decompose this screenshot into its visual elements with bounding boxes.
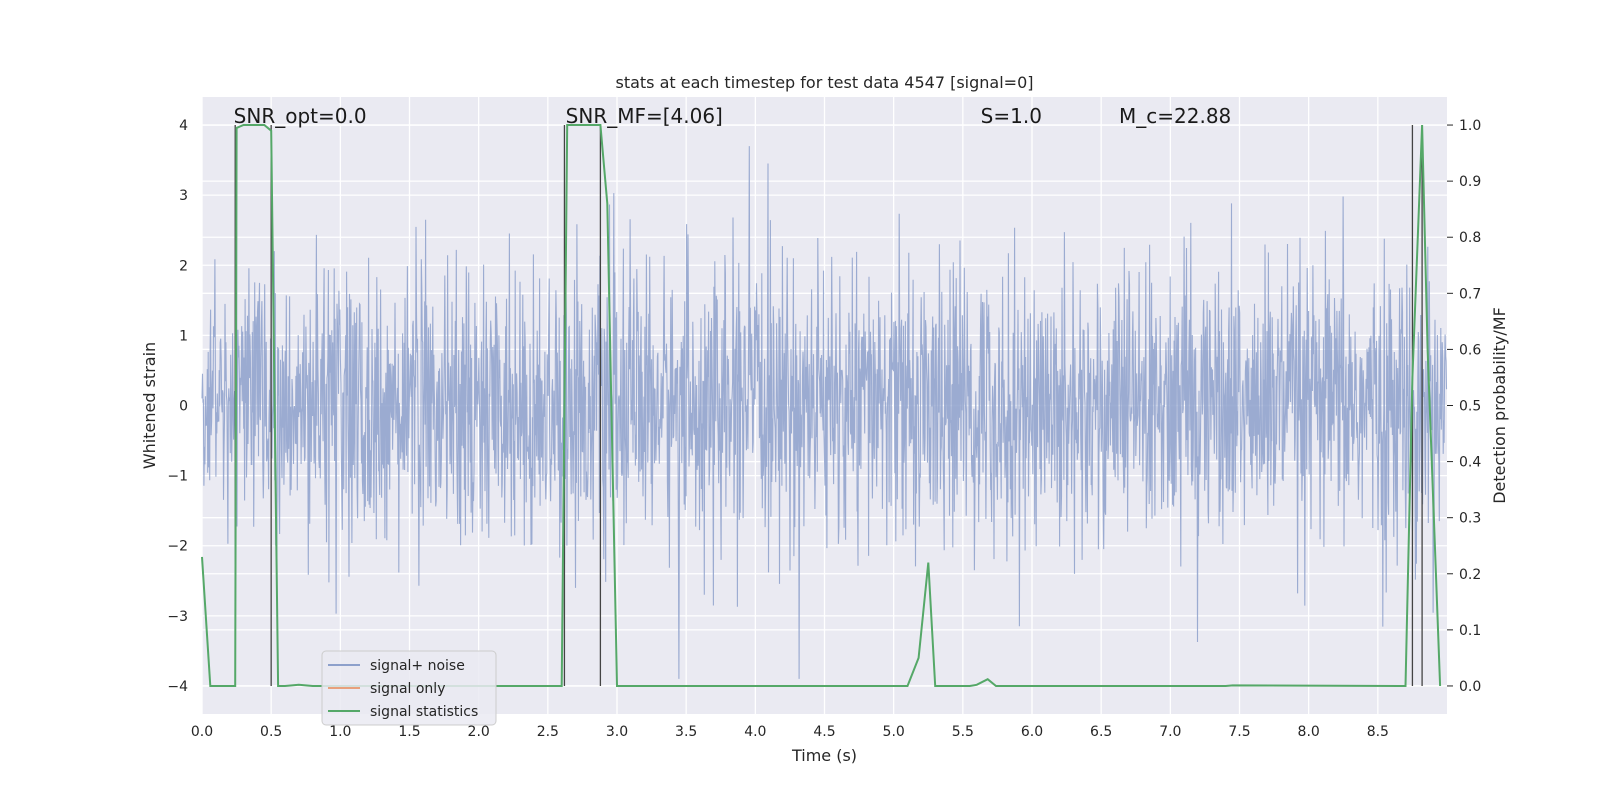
annotation-text: M_c=22.88 bbox=[1119, 104, 1231, 128]
x-tick-label: 4.5 bbox=[813, 724, 835, 740]
y-left-tick-label: −3 bbox=[167, 609, 188, 625]
legend-entry-label: signal+ noise bbox=[370, 658, 465, 674]
annotation-text: S=1.0 bbox=[981, 104, 1042, 128]
signal-statistics-line bbox=[201, 124, 1442, 688]
legend-entry-label: signal statistics bbox=[370, 704, 478, 720]
chart-title: stats at each timestep for test data 454… bbox=[615, 73, 1033, 92]
y-left-tick-label: 1 bbox=[179, 328, 188, 344]
y-right-tick-label: 0.1 bbox=[1459, 623, 1481, 639]
annotation-text: SNR_opt=0.0 bbox=[234, 104, 367, 128]
x-tick-label: 6.0 bbox=[1021, 724, 1043, 740]
y-right-tick-label: 0.3 bbox=[1459, 511, 1481, 527]
y-left-tick-label: 3 bbox=[179, 188, 188, 204]
y-left-tick-label: −4 bbox=[167, 679, 188, 695]
y-axis-right-ticks: 0.0 0.1 0.2 0.3 0.4 0.5 0.6 0.7 0.8 0.9 1.0 bbox=[1447, 118, 1481, 695]
noise-line bbox=[201, 146, 1448, 679]
y-left-tick-label: −1 bbox=[167, 469, 188, 485]
series-signal-statistics bbox=[201, 124, 1442, 688]
x-tick-label: 0.5 bbox=[260, 724, 282, 740]
y-left-tick-label: 4 bbox=[179, 118, 188, 134]
y-right-tick-label: 0.2 bbox=[1459, 567, 1481, 583]
y-right-tick-label: 1.0 bbox=[1459, 118, 1481, 134]
y-right-tick-label: 0.6 bbox=[1459, 342, 1481, 358]
x-tick-label: 8.0 bbox=[1298, 724, 1320, 740]
x-tick-label: 2.0 bbox=[468, 724, 490, 740]
x-tick-label: 1.0 bbox=[329, 724, 351, 740]
y-axis-left-label: Whitened strain bbox=[140, 342, 159, 469]
legend-box bbox=[321, 650, 497, 726]
x-tick-label: 6.5 bbox=[1090, 724, 1112, 740]
y-right-tick-label: 0.0 bbox=[1459, 679, 1481, 695]
y-left-tick-label: 2 bbox=[179, 258, 188, 274]
x-tick-label: 3.0 bbox=[606, 724, 628, 740]
y-axis-right-label: Detection probability/MF bbox=[1490, 307, 1509, 504]
y-right-tick-label: 0.7 bbox=[1459, 286, 1481, 302]
x-tick-label: 7.5 bbox=[1228, 724, 1250, 740]
x-tick-label: 5.0 bbox=[883, 724, 905, 740]
x-tick-label: 4.0 bbox=[744, 724, 766, 740]
x-tick-label: 7.0 bbox=[1159, 724, 1181, 740]
y-left-tick-label: 0 bbox=[179, 399, 188, 415]
legend: signal+ noise signal only signal statistic… bbox=[321, 650, 497, 726]
y-right-tick-label: 0.5 bbox=[1459, 399, 1481, 415]
annotations: SNR_opt=0.0 SNR_MF=[4.06] S=1.0 M_c=22.88 bbox=[234, 104, 1232, 128]
x-tick-label: 2.5 bbox=[537, 724, 559, 740]
x-tick-label: 5.5 bbox=[952, 724, 974, 740]
y-axis-left-ticks: −4 −3 −2 −1 0 1 2 3 4 bbox=[167, 118, 188, 695]
x-axis-label: Time (s) bbox=[791, 746, 857, 765]
y-right-tick-label: 0.9 bbox=[1459, 174, 1481, 190]
series-signal-noise bbox=[201, 146, 1448, 679]
x-tick-label: 8.5 bbox=[1367, 724, 1389, 740]
x-tick-label: 3.5 bbox=[675, 724, 697, 740]
annotation-text: SNR_MF=[4.06] bbox=[566, 104, 723, 128]
y-right-tick-label: 0.8 bbox=[1459, 230, 1481, 246]
x-tick-label: 0.0 bbox=[191, 724, 213, 740]
legend-entry-label: signal only bbox=[370, 681, 445, 697]
y-right-tick-label: 0.4 bbox=[1459, 455, 1481, 471]
y-left-tick-label: −2 bbox=[167, 539, 188, 555]
x-axis-ticks: 0.0 0.5 1.0 1.5 2.0 2.5 3.0 3.5 4.0 4.5 5.0 5.5 6.0 6… bbox=[191, 724, 1389, 740]
x-tick-label: 1.5 bbox=[398, 724, 420, 740]
